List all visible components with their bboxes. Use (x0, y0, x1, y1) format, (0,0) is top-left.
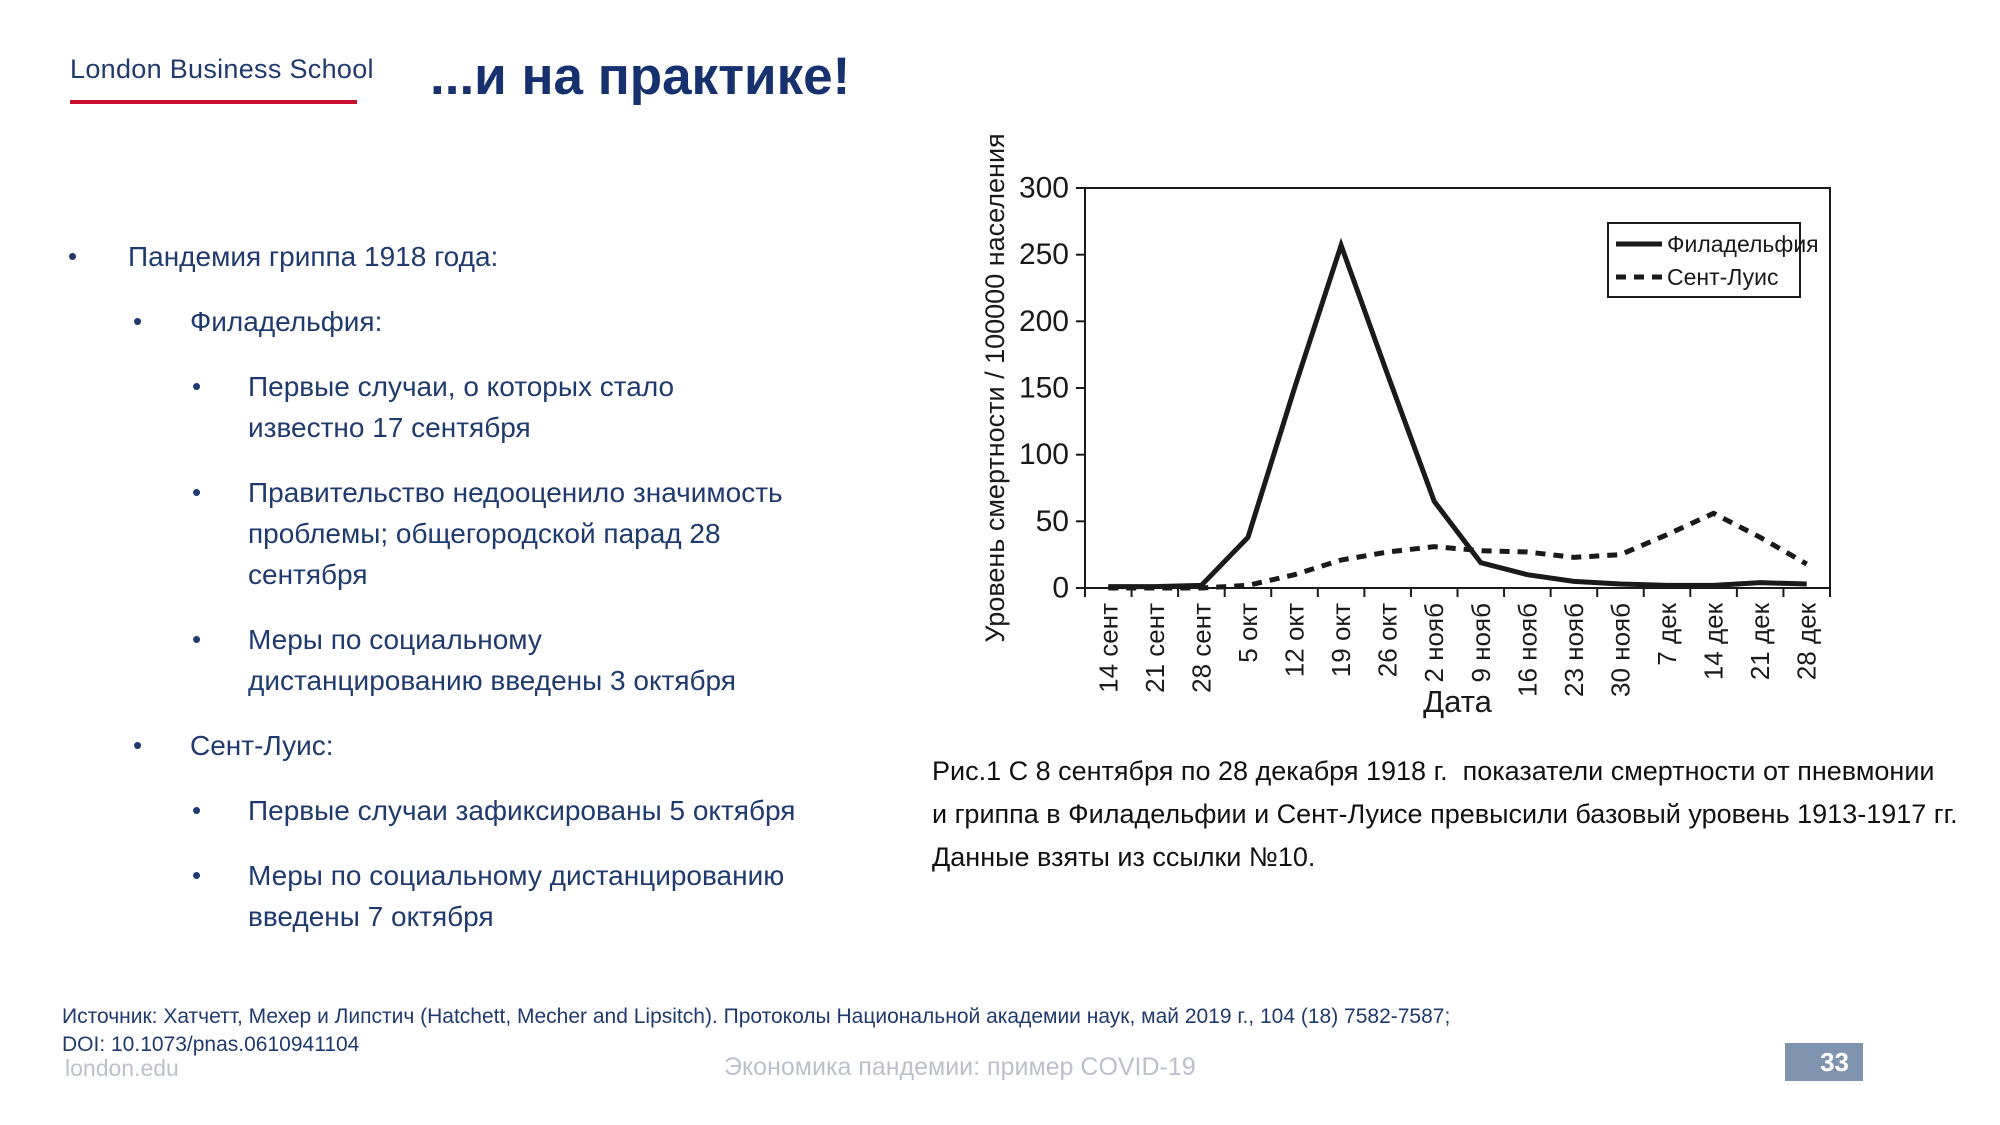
bullet-list: • Пандемия гриппа 1918 года: • Филадельфия:… (65, 236, 895, 961)
footer-website: london.edu (65, 1055, 179, 1081)
bullet-icon: • (192, 860, 202, 890)
legend-label: Сент-Луис (1667, 264, 1779, 290)
y-axis-title: Уровень смертности / 100000 населения (980, 133, 1010, 642)
mortality-chart-figure: 0 50 100 150 200 250 300 14 сент 21 сент 28 сент 5… (940, 120, 2000, 720)
bullet-item-level-1: • Пандемия гриппа 1918 года: (65, 236, 895, 277)
y-tick-label: 100 (1019, 438, 1069, 471)
bullet-text: Меры по социальному дистанцированию введ… (248, 624, 736, 696)
bullet-item-level-3: • Правительство недооценило значимость пр… (65, 472, 895, 595)
page-number-badge: 33 (1785, 1043, 1863, 1081)
x-tick-label: 28 дек (1792, 602, 1822, 680)
x-tick-label: 2 нояб (1419, 603, 1449, 682)
bullet-text: Меры по социальному дистанцированию введ… (248, 860, 785, 932)
mortality-chart-svg: 0 50 100 150 200 250 300 14 сент 21 сент 28 сент 5… (980, 133, 1831, 719)
page-number: 33 (1820, 1046, 1849, 1077)
bullet-icon: • (192, 371, 202, 401)
x-tick-label: 9 нояб (1466, 603, 1496, 682)
bullet-item-level-3: • Первые случаи, о которых стало известно… (65, 366, 895, 448)
x-tick-label: 21 сент (1140, 603, 1170, 693)
x-tick-label: 28 сент (1186, 603, 1216, 693)
x-tick-label: 7 дек (1652, 602, 1682, 665)
x-tick-label: 5 окт (1233, 603, 1263, 663)
bullet-icon: • (192, 795, 202, 825)
x-tick-label: 16 нояб (1512, 603, 1542, 697)
bullet-text: Первые случаи, о которых стало известно … (248, 371, 675, 443)
lbs-logo: London Business School (70, 54, 374, 104)
x-tick-label: 12 окт (1280, 603, 1310, 677)
source-note: Источник: Хатчетт, Мехер и Липстич (Hatc… (62, 1005, 1451, 1056)
x-axis-title: Дата (1423, 684, 1492, 719)
figure-caption: Рис.1 С 8 сентября по 28 декабря 1918 г.… (932, 756, 1958, 872)
bullet-icon: • (68, 241, 78, 271)
x-tick-label: 30 нояб (1605, 603, 1635, 697)
y-tick-label: 200 (1019, 305, 1069, 338)
bullet-icon: • (133, 306, 143, 336)
bullet-icon: • (133, 730, 143, 760)
lbs-logo-text: London Business School (70, 54, 374, 84)
y-tick-label: 250 (1019, 238, 1069, 271)
slide-title: ...и на практике! (430, 47, 851, 106)
x-tick-label: 21 дек (1745, 602, 1775, 680)
bullet-icon: • (192, 624, 202, 654)
st-louis-line (1108, 510, 1808, 591)
lbs-logo-underline (70, 100, 357, 104)
x-tick-label: 23 нояб (1559, 603, 1589, 697)
y-tick-label: 300 (1019, 172, 1069, 205)
bullet-text: Правительство недооценило значимость про… (248, 477, 783, 590)
legend-box (1607, 222, 1801, 298)
x-tick-label: 26 окт (1373, 603, 1403, 677)
bullet-item-level-3: • Меры по социальному дистанцированию вве… (65, 855, 895, 937)
bullet-icon: • (192, 477, 202, 507)
x-tick-label: 14 дек (1699, 602, 1729, 680)
philadelphia-line (1108, 237, 1807, 590)
x-tick-label: 14 сент (1093, 603, 1123, 693)
bullet-item-level-2: • Филадельфия: (65, 301, 895, 342)
y-tick-label: 50 (1036, 505, 1069, 538)
legend-label: Филадельфия (1667, 231, 1819, 257)
x-tick-label: 19 окт (1326, 603, 1356, 677)
bullet-item-level-3: • Первые случаи зафиксированы 5 октября (65, 790, 895, 831)
y-tick-label: 0 (1052, 572, 1069, 605)
bullet-text: Филадельфия: (190, 306, 383, 337)
y-tick-label: 150 (1019, 372, 1069, 405)
bullet-item-level-2: • Сент-Луис: (65, 725, 895, 766)
bullet-item-level-3: • Меры по социальному дистанцированию вве… (65, 619, 895, 701)
bullet-text: Сент-Луис: (190, 730, 334, 761)
bullet-text: Пандемия гриппа 1918 года: (128, 241, 499, 272)
bullet-text: Первые случаи зафиксированы 5 октября (248, 795, 796, 826)
footer-course-title: Экономика пандемии: пример COVID-19 (724, 1053, 1196, 1081)
